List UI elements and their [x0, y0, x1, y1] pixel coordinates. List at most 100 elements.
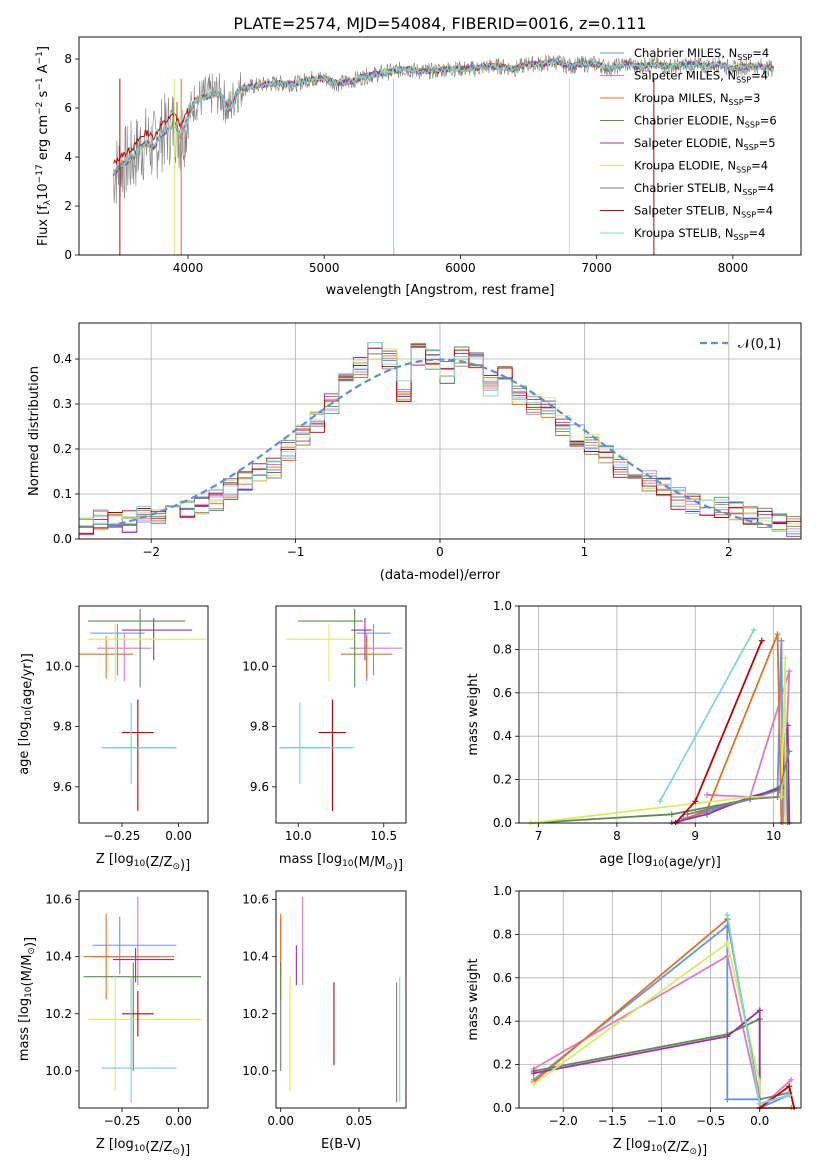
x-axis-label: E(B-V)	[321, 1137, 361, 1152]
y-tick-label: 0.3	[53, 397, 72, 411]
x-tick-label: −0.25	[104, 829, 141, 843]
y-tick-label: 9.6	[53, 780, 72, 794]
y-tick-label: 10.0	[45, 1064, 72, 1078]
x-tick-label: 0.00	[165, 1114, 192, 1128]
y-tick-label: 0.8	[493, 642, 512, 656]
x-tick-label: 9	[691, 829, 699, 843]
y-tick-label: 1.0	[493, 884, 512, 898]
y-tick-label: 9.8	[53, 720, 72, 734]
legend-entry: Kroupa ELODIE, NSSP=4	[634, 159, 768, 175]
y-tick-label: 0.2	[493, 1058, 512, 1072]
legend-entry: Chabrier ELODIE, NSSP=6	[634, 114, 777, 130]
x-tick-label: 10.5	[370, 829, 397, 843]
y-axis-label: mass [log10(M/M⊙)]	[17, 937, 38, 1061]
axes-frame	[78, 890, 209, 1109]
x-tick-label: 6000	[445, 261, 476, 275]
y-tick-label: 8	[64, 52, 72, 66]
legend-entry: Kroupa MILES, NSSP=3	[634, 91, 760, 107]
weight-point-marker	[751, 626, 757, 633]
y-tick-label: 10.2	[45, 1007, 72, 1021]
axes-frame	[518, 890, 802, 1109]
weight-point-marker	[684, 811, 691, 818]
x-tick-label: 7	[535, 829, 543, 843]
weight-point-marker	[747, 796, 754, 803]
y-tick-label: 0.8	[493, 927, 512, 941]
x-axis-label: mass [log10(M/M⊙)]	[279, 852, 403, 873]
x-tick-label: −0.25	[104, 1114, 141, 1128]
y-tick-label: 10.0	[242, 1064, 269, 1078]
legend-entry: Salpeter MILES, NSSP=4	[634, 69, 768, 85]
y-tick-label: 9.6	[250, 780, 269, 794]
y-tick-label: 0.6	[493, 686, 512, 700]
weight-point-marker	[724, 953, 731, 960]
y-tick-label: 0.0	[493, 1101, 512, 1115]
weight-point-marker	[724, 911, 731, 918]
y-tick-label: 10.4	[45, 950, 72, 964]
y-tick-label: 10.4	[242, 950, 269, 964]
x-tick-label: 10	[766, 829, 781, 843]
y-tick-label: 0.6	[493, 971, 512, 985]
x-tick-label: 8000	[718, 261, 749, 275]
weight-point-marker	[692, 798, 699, 805]
x-tick-label: 0	[436, 545, 444, 559]
weight-vs-age-plot: 7 8 9 10 0.0 0.2 0.4 0.6 0.8 1.0 age [log10(age/yr…	[466, 599, 802, 870]
x-tick-label: −1.5	[598, 1114, 627, 1128]
y-tick-label: 0.0	[493, 816, 512, 830]
y-tick-label: 10.0	[242, 659, 269, 673]
spectrum-model-line-kroupa_stelib	[112, 58, 774, 175]
weight-point-marker	[786, 668, 793, 675]
y-tick-label: 0.4	[53, 352, 72, 366]
weight-point-marker	[724, 1033, 731, 1040]
weight-line	[533, 917, 792, 1109]
x-tick-label: −2	[142, 545, 160, 559]
axes-frame	[78, 605, 209, 824]
x-tick-label: −1.0	[647, 1114, 676, 1128]
spectrum-data-line	[112, 54, 774, 204]
x-tick-label: 5000	[309, 261, 340, 275]
weight-point-marker	[756, 1100, 763, 1107]
x-tick-label: −0.5	[696, 1114, 725, 1128]
mass-vs-metallicity-plot: −0.25 0.00 10.0 10.2 10.4 10.6 Z [log10(Z/Z⊙)]…	[17, 890, 209, 1158]
axes-frame	[275, 605, 407, 824]
y-tick-label: 9.8	[250, 720, 269, 734]
weight-point-marker	[786, 1083, 793, 1090]
x-axis-label: Z [log10(Z/Z⊙)]	[96, 852, 190, 873]
spectrum-series	[112, 54, 774, 255]
weight-point-marker	[668, 811, 675, 818]
y-tick-label: 0.2	[493, 773, 512, 787]
x-axis-label: age [log10(age/yr)]	[599, 852, 721, 870]
legend-entry: Chabrier MILES, NSSP=4	[634, 46, 769, 62]
weight-line	[671, 725, 791, 824]
gaussian-curve	[107, 358, 773, 528]
x-axis-label: (data-model)/error	[380, 568, 501, 583]
y-tick-label: 10.0	[45, 659, 72, 673]
weight-point-marker	[704, 811, 710, 818]
y-tick-label: 0.4	[493, 1014, 512, 1028]
y-tick-label: 10.6	[242, 893, 269, 907]
y-tick-label: 0.1	[53, 487, 72, 501]
weight-series	[527, 626, 793, 825]
x-tick-label: 0.05	[346, 1114, 373, 1128]
weight-point-marker	[788, 1076, 795, 1083]
x-tick-label: 4000	[173, 261, 204, 275]
mass-vs-ebv-plot: 0.00 0.05 10.0 10.2 10.4 10.6 E(B-V)	[242, 890, 407, 1152]
legend-entry: Kroupa STELIB, NSSP=4	[634, 226, 765, 242]
y-axis-label: age [log10(age/yr)]	[17, 653, 35, 775]
residual-histogram-plot: −2 −1 0 1 2 0.0 0.1 0.2 0.3 0.4 𝒩(0,1) (data-model)…	[27, 322, 802, 583]
weight-series	[530, 911, 798, 1110]
legend-entry: Salpeter STELIB, NSSP=4	[634, 204, 773, 220]
weight-line	[675, 633, 783, 824]
weight-point-marker	[774, 631, 781, 638]
weight-point-marker	[704, 791, 710, 798]
y-tick-label: 10.6	[45, 893, 72, 907]
weight-line	[533, 941, 761, 1108]
weight-line	[530, 733, 789, 824]
x-axis-label: Z [log10(Z/Z⊙)]	[96, 1137, 190, 1158]
age-vs-mass-plot: 10.0 10.5 9.6 9.8 10.0 mass [log10(M/M⊙)]	[242, 605, 407, 873]
x-tick-label: 7000	[581, 261, 612, 275]
spectrum-plot: 4000 5000 6000 7000 8000 0 2 4 6 8 wavelength [Ang…	[35, 36, 802, 298]
y-axis-label: mass weight	[466, 958, 481, 1040]
weight-point-marker	[530, 1081, 537, 1088]
weight-point-marker	[724, 940, 731, 947]
